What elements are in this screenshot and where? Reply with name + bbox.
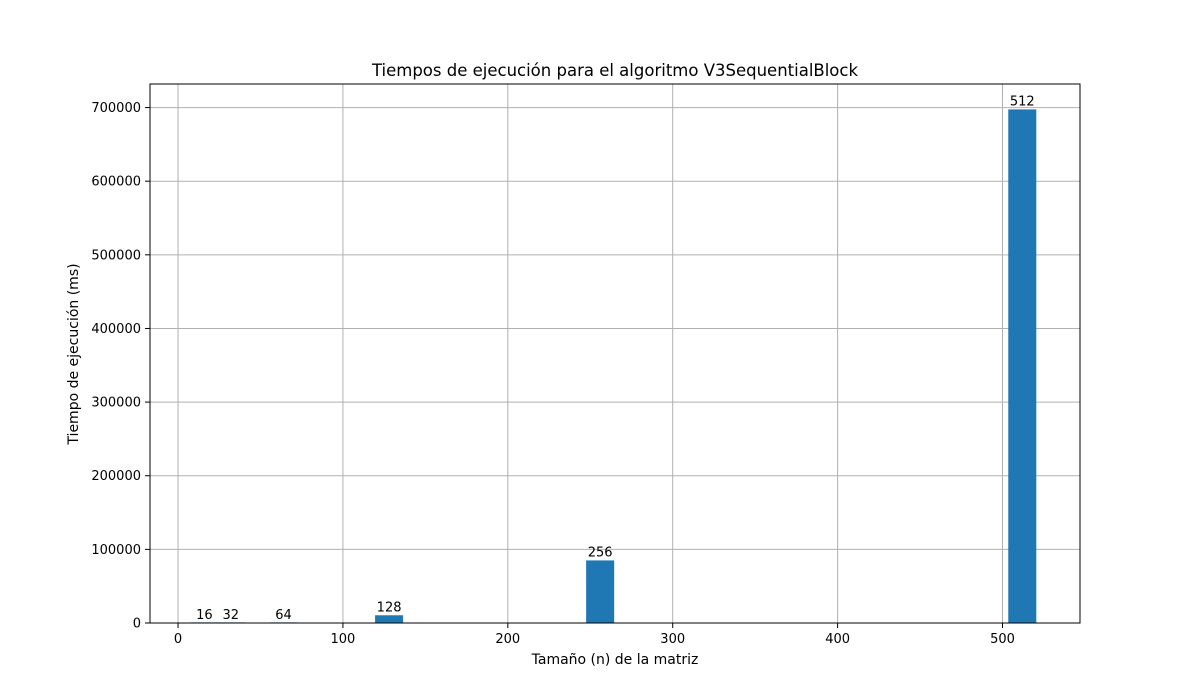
bar [586,560,615,623]
x-tick-label: 500 [990,632,1015,647]
y-axis-title: Tiempo de ejecución (ms) [66,263,82,445]
y-tick-label: 100000 [91,543,141,558]
y-tick-label: 600000 [91,175,141,190]
bars-layer [190,109,1037,623]
bar [1008,109,1037,623]
x-tick-label: 300 [660,632,685,647]
y-tick-label: 0 [133,617,141,632]
bar-label: 256 [588,545,613,560]
y-tick-label: 500000 [91,248,141,263]
bar-label: 64 [275,608,292,623]
bar-labels-layer: 16 32 64 128 256 512 [196,94,1035,623]
x-tick-label: 100 [331,632,356,647]
y-tick-label: 400000 [91,322,141,337]
bar [375,615,404,623]
x-tick-label: 200 [495,632,520,647]
bar-label: 128 [377,600,402,615]
bar-label: 512 [1010,94,1035,109]
x-axis-title: Tamaño (n) de la matriz [531,652,699,668]
bar-label: 16 [196,608,213,623]
grid-layer [150,84,1080,624]
bar-label: 32 [223,608,240,623]
y-tick-label: 200000 [91,469,141,484]
ticks-layer: 0 100 200 300 400 500 0 100000 200000 300000 40000… [91,101,1015,647]
chart-title: Tiempos de ejecución para el algoritmo V… [371,61,859,80]
y-tick-label: 300000 [91,396,141,411]
y-tick-label: 700000 [91,101,141,116]
x-tick-label: 400 [825,632,850,647]
x-tick-label: 0 [174,632,182,647]
plot-frame [149,83,1081,624]
